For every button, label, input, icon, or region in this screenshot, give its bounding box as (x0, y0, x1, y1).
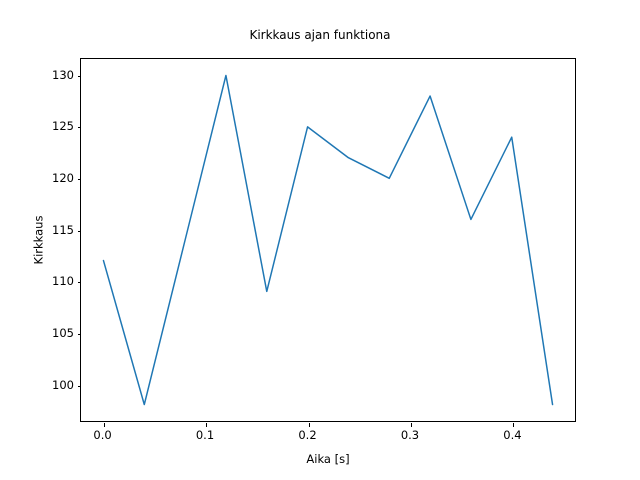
x-tick-mark (410, 423, 412, 427)
y-tick-label-group: 100 105 110 115 120 125 130 (40, 58, 74, 422)
x-tick-label: 0.4 (503, 428, 522, 442)
x-tick-mark (513, 423, 515, 427)
x-tick-label: 0.2 (298, 428, 317, 442)
y-tick-mark (77, 178, 81, 180)
y-tick-mark (77, 385, 81, 387)
y-tick-label: 120 (52, 170, 74, 185)
x-tick-label: 0.0 (93, 428, 112, 442)
y-tick-label: 105 (52, 326, 74, 341)
y-tick-label: 100 (52, 377, 74, 392)
x-tick-mark (103, 423, 105, 427)
y-tick-mark (77, 230, 81, 232)
y-tick-mark (77, 127, 81, 129)
y-tick-label: 130 (52, 67, 74, 82)
x-tick-label: 0.3 (400, 428, 420, 442)
y-tick-mark (77, 334, 81, 336)
x-tick-mark (206, 423, 208, 427)
x-tick-mark (308, 423, 310, 427)
x-tick-label: 0.1 (195, 428, 215, 442)
plot-area (77, 58, 576, 427)
y-tick-mark (77, 75, 81, 77)
y-tick-label: 110 (52, 274, 74, 289)
x-tick-label-group: 0.0 0.1 0.2 0.3 0.4 (80, 428, 576, 444)
chart-title: Kirkkaus ajan funktiona (249, 28, 391, 42)
x-axis-label: Aika [s] (306, 452, 350, 466)
y-tick-label: 115 (52, 222, 74, 237)
y-tick-mark (77, 282, 81, 284)
data-line-svg (102, 74, 554, 406)
series-line (102, 74, 554, 406)
y-tick-label: 125 (52, 119, 74, 134)
